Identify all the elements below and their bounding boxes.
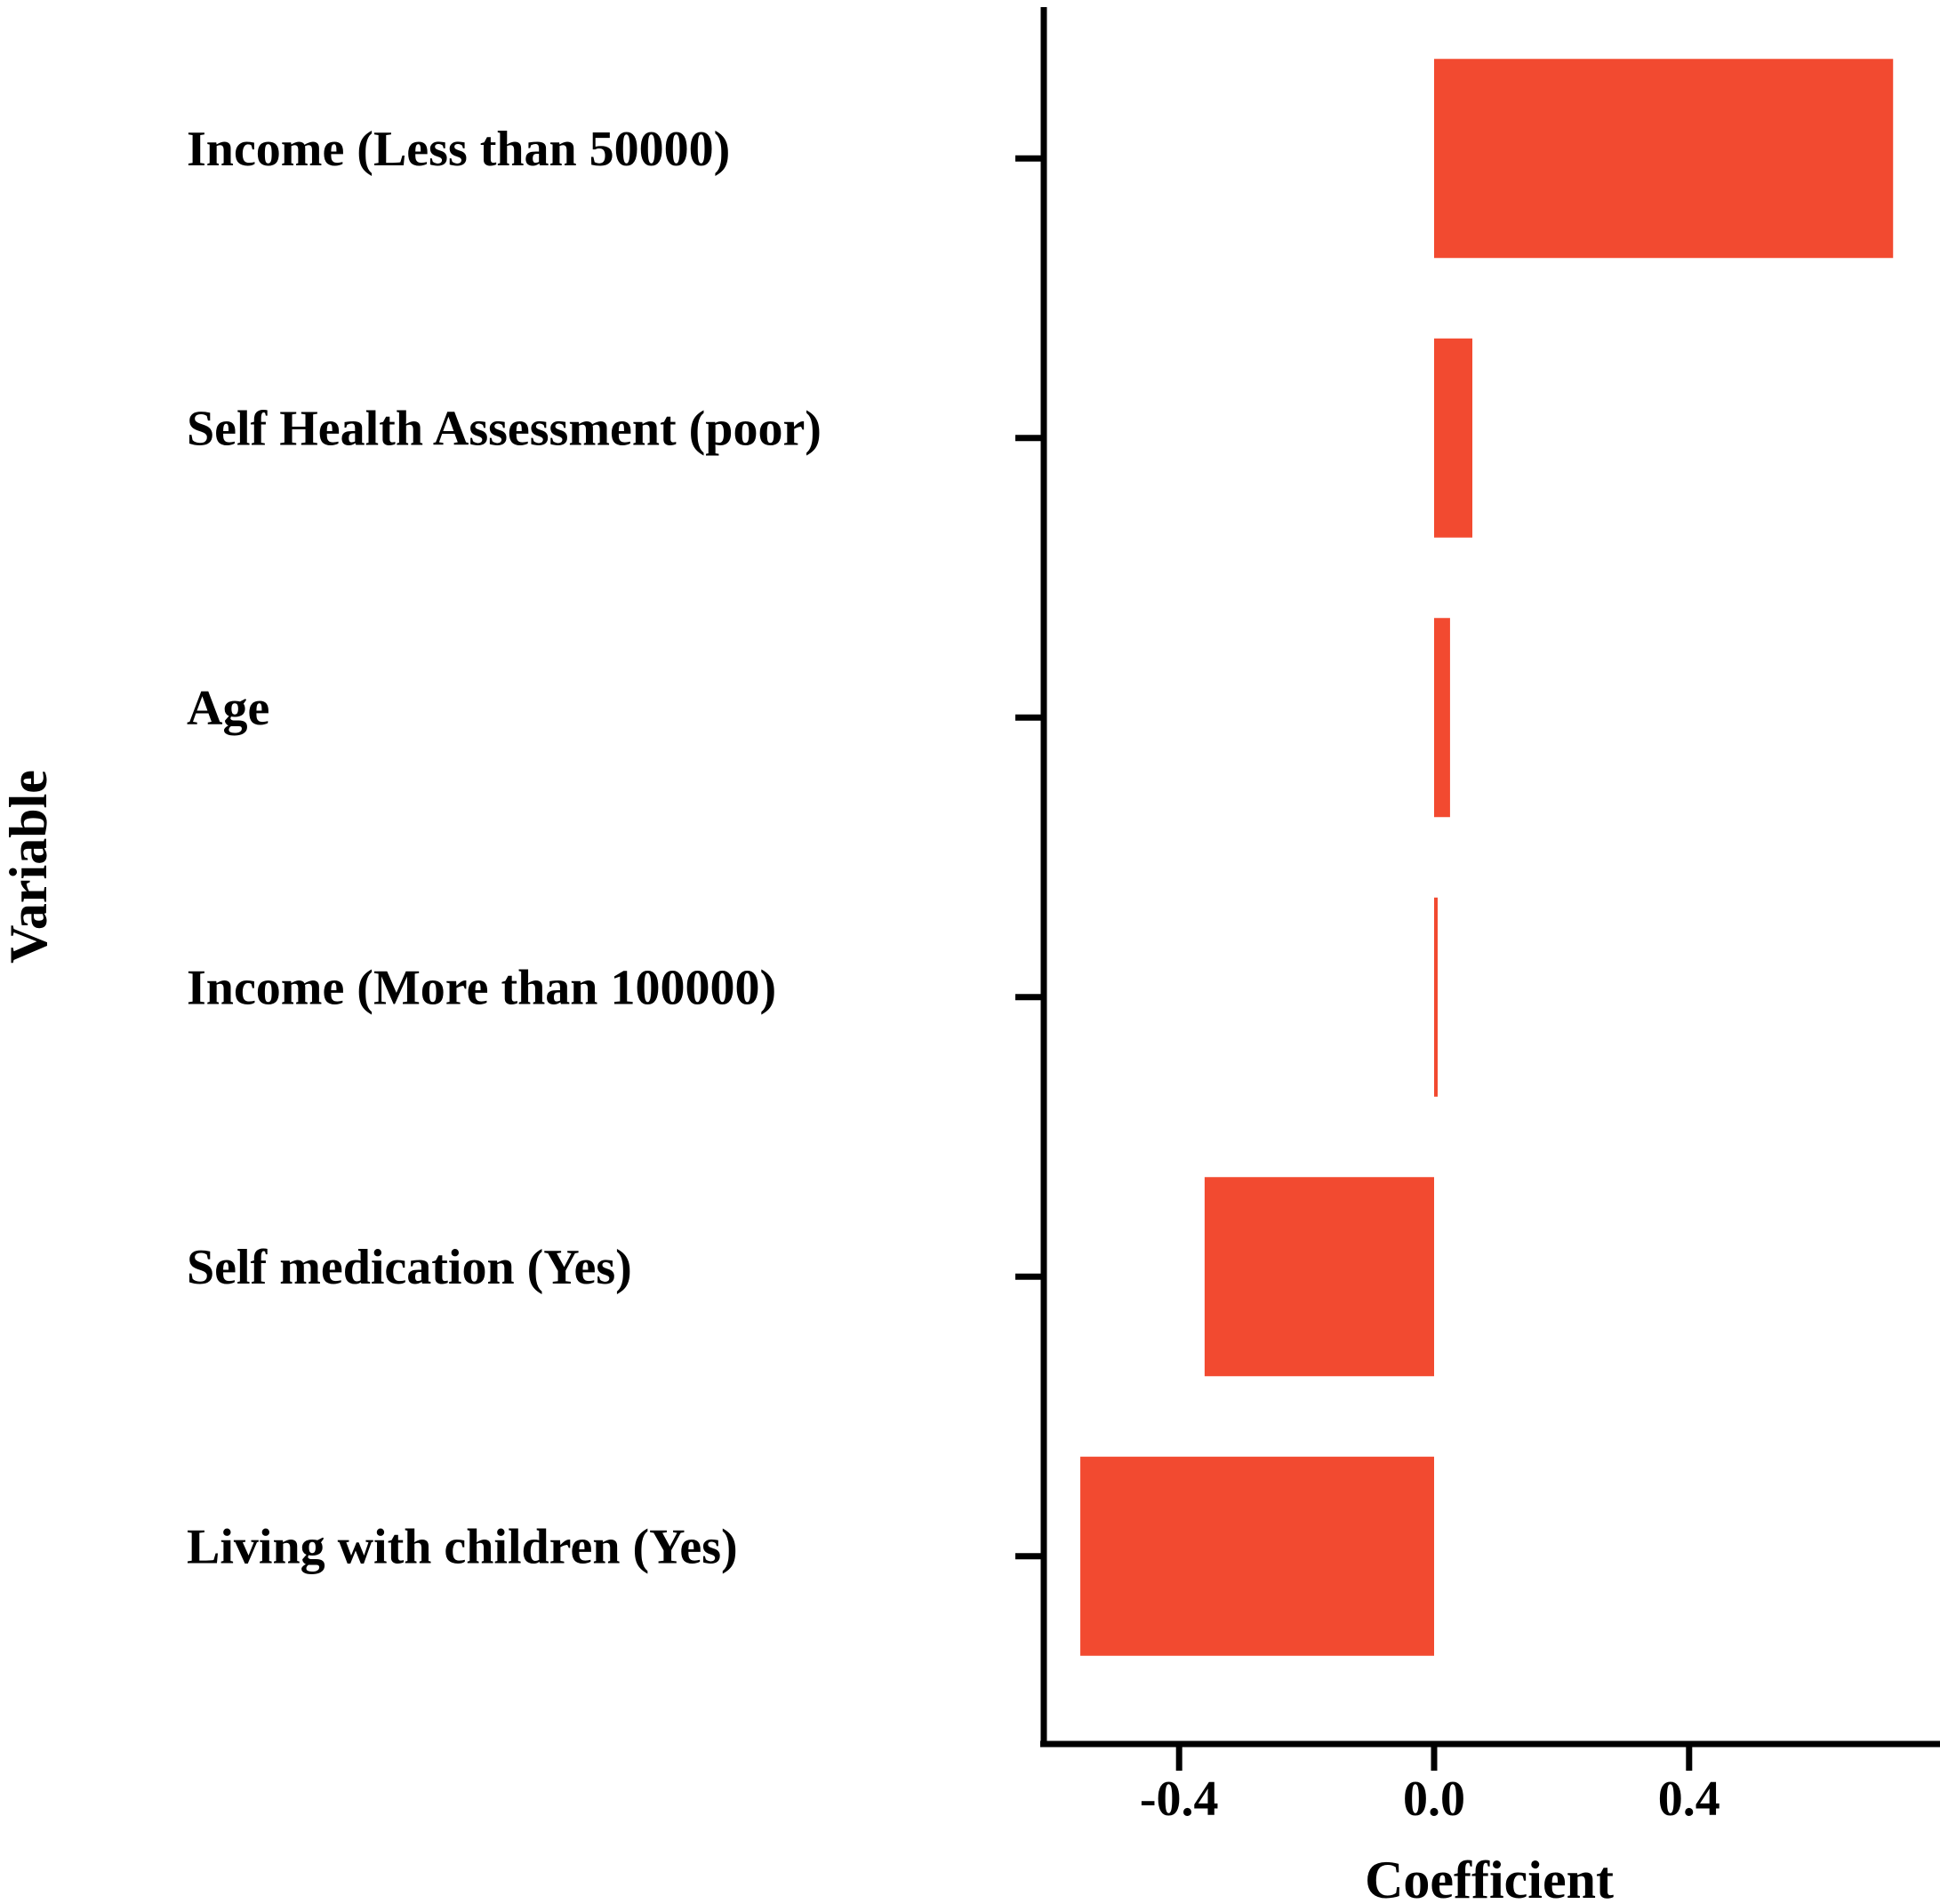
y-axis-title: Variable — [0, 770, 58, 964]
category-label: Self Health Assessment (poor) — [187, 402, 822, 457]
bar — [1434, 618, 1450, 818]
bar — [1434, 59, 1894, 259]
x-tick-label: 0.4 — [1658, 1772, 1720, 1827]
x-tick-label: -0.4 — [1140, 1772, 1219, 1827]
axes — [1040, 7, 1940, 1748]
x-axis-title: Coefficient — [1365, 1851, 1614, 1904]
x-ticks: -0.4 0.0 0.4 — [1140, 1744, 1720, 1827]
category-label: Living with children (Yes) — [187, 1520, 738, 1575]
y-ticks — [1015, 155, 1044, 1560]
category-label: Self medication (Yes) — [187, 1240, 632, 1295]
category-label: Income (Less than 50000) — [187, 122, 730, 177]
bar — [1434, 338, 1473, 538]
x-tick-label: 0.0 — [1403, 1772, 1465, 1827]
bar — [1204, 1177, 1434, 1377]
bars — [1080, 59, 1894, 1656]
category-label: Age — [187, 681, 269, 736]
category-label: Income (More than 100000) — [187, 961, 776, 1016]
bar — [1434, 897, 1438, 1097]
category-labels: Income (Less than 50000) Self Health Asse… — [187, 122, 822, 1575]
bar — [1080, 1456, 1434, 1656]
